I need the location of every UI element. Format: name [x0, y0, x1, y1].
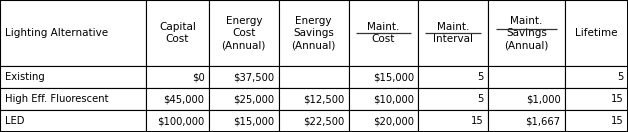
Bar — [565, 66, 628, 88]
Bar — [0, 66, 146, 88]
Text: 5: 5 — [617, 72, 624, 82]
Bar — [349, 88, 418, 110]
Text: $20,000: $20,000 — [373, 116, 414, 126]
Text: $12,500: $12,500 — [303, 94, 344, 104]
Text: $1,667: $1,667 — [526, 116, 561, 126]
Bar — [146, 110, 209, 132]
Text: Maint.
Cost: Maint. Cost — [367, 22, 399, 44]
Text: Maint.
Interval: Maint. Interval — [433, 22, 474, 44]
Bar — [146, 66, 209, 88]
Text: $45,000: $45,000 — [163, 94, 205, 104]
Bar — [279, 88, 349, 110]
Text: High Eff. Fluorescent: High Eff. Fluorescent — [5, 94, 109, 104]
Text: 15: 15 — [611, 94, 624, 104]
Text: $100,000: $100,000 — [157, 116, 205, 126]
Bar — [565, 88, 628, 110]
Bar — [418, 88, 489, 110]
Bar — [349, 66, 418, 88]
Bar — [209, 88, 279, 110]
Bar — [489, 0, 565, 66]
Text: Energy
Cost
(Annual): Energy Cost (Annual) — [222, 16, 266, 50]
Bar — [565, 110, 628, 132]
Text: $10,000: $10,000 — [373, 94, 414, 104]
Text: 15: 15 — [471, 116, 484, 126]
Text: Lifetime: Lifetime — [575, 28, 618, 38]
Bar — [418, 66, 489, 88]
Text: $15,000: $15,000 — [233, 116, 274, 126]
Text: Capital
Cost: Capital Cost — [159, 22, 196, 44]
Text: $22,500: $22,500 — [303, 116, 344, 126]
Text: LED: LED — [5, 116, 24, 126]
Bar — [489, 88, 565, 110]
Text: 5: 5 — [477, 94, 484, 104]
Bar — [0, 110, 146, 132]
Text: $25,000: $25,000 — [233, 94, 274, 104]
Bar — [0, 88, 146, 110]
Text: $0: $0 — [192, 72, 205, 82]
Text: Existing: Existing — [5, 72, 45, 82]
Bar — [279, 0, 349, 66]
Bar — [209, 110, 279, 132]
Bar — [349, 0, 418, 66]
Text: $1,000: $1,000 — [526, 94, 561, 104]
Text: 15: 15 — [611, 116, 624, 126]
Text: Energy
Savings
(Annual): Energy Savings (Annual) — [291, 16, 336, 50]
Bar — [565, 0, 628, 66]
Text: Maint.
Savings
(Annual): Maint. Savings (Annual) — [504, 16, 549, 50]
Text: Lighting Alternative: Lighting Alternative — [5, 28, 108, 38]
Text: $15,000: $15,000 — [373, 72, 414, 82]
Bar — [279, 110, 349, 132]
Bar — [209, 0, 279, 66]
Text: $37,500: $37,500 — [233, 72, 274, 82]
Bar — [279, 66, 349, 88]
Text: 5: 5 — [477, 72, 484, 82]
Bar — [146, 88, 209, 110]
Bar — [0, 0, 146, 66]
Bar — [349, 110, 418, 132]
Bar — [418, 110, 489, 132]
Bar — [418, 0, 489, 66]
Bar — [209, 66, 279, 88]
Bar — [146, 0, 209, 66]
Bar — [489, 110, 565, 132]
Bar — [489, 66, 565, 88]
